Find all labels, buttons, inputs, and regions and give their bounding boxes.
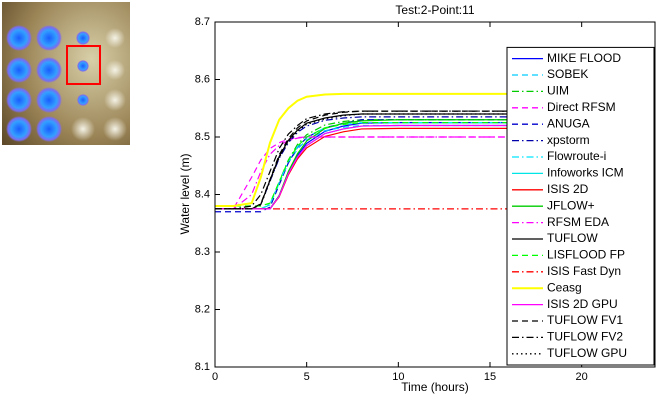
legend-label: JFLOW+ — [547, 198, 595, 212]
blob — [76, 31, 90, 45]
thumbnail-blobs — [6, 25, 127, 142]
legend-label: ISIS Fast Dyn — [547, 264, 621, 278]
series-line — [215, 124, 655, 210]
legend-label: SOBEK — [547, 67, 588, 81]
legend-label: TUFLOW — [547, 231, 598, 245]
chart-title: Test:2-Point:11 — [395, 3, 474, 17]
legend-label: UIM — [547, 84, 569, 98]
y-tick-label: 8.5 — [195, 131, 210, 143]
y-tick-label: 8.7 — [195, 16, 210, 28]
selected-point-marker — [66, 45, 101, 85]
series-line — [215, 92, 655, 207]
legend-label: TUFLOW FV1 — [547, 313, 623, 327]
legend-label: Infoworks ICM — [547, 166, 624, 180]
blob — [104, 89, 126, 111]
blob — [71, 117, 95, 141]
series-line — [215, 136, 655, 210]
y-tick-label: 8.6 — [195, 73, 210, 85]
blob — [6, 87, 32, 113]
location-thumbnail — [2, 2, 130, 145]
series-line — [215, 113, 655, 210]
legend-label: xpstorm — [547, 133, 590, 147]
blob — [36, 87, 62, 113]
legend-label: Flowroute-i — [547, 149, 606, 163]
legend-label: Direct RFSM — [547, 100, 616, 114]
x-tick-label: 0 — [212, 371, 218, 383]
x-tick-label: 20 — [576, 371, 588, 383]
y-tick-label: 8.2 — [195, 303, 210, 315]
blob — [6, 25, 32, 51]
legend-label: MIKE FLOOD — [547, 51, 621, 65]
blob — [36, 116, 62, 142]
axes-frame — [214, 21, 656, 368]
blob — [77, 94, 89, 106]
blob — [36, 57, 62, 83]
legend-label: ISIS 2D — [547, 182, 589, 196]
y-axis-label: Water level (m) — [178, 154, 192, 235]
legend: MIKE FLOOD SOBEK UIM Direct RFSM ANUGA xpstor… — [506, 46, 655, 366]
legend-label: LISFLOOD FP — [547, 248, 625, 262]
x-axis-label: Time (hours) — [401, 380, 469, 394]
blob — [77, 60, 89, 72]
blob — [103, 117, 127, 141]
legend-label: ANUGA — [547, 116, 590, 130]
y-tick-label: 8.3 — [195, 246, 210, 258]
legend-label: TUFLOW FV2 — [547, 330, 623, 344]
legend-label: ISIS 2D GPU — [547, 297, 618, 311]
blob — [6, 116, 32, 142]
legend-label: TUFLOW GPU — [547, 346, 627, 360]
y-tick-label: 8.4 — [195, 188, 210, 200]
y-tick-label: 8.1 — [195, 361, 210, 373]
series-line — [215, 119, 655, 213]
x-tick-label: 5 — [304, 371, 310, 383]
series-line — [215, 116, 655, 210]
x-tick-label: 10 — [392, 371, 404, 383]
series-lines — [215, 92, 655, 213]
series-line — [215, 110, 655, 210]
blob — [105, 28, 125, 48]
legend-label: RFSM EDA — [547, 215, 609, 229]
legend-label: Ceasg — [547, 280, 582, 294]
blob — [6, 57, 32, 83]
x-tick-label: 15 — [484, 371, 496, 383]
blob — [105, 60, 125, 80]
blob — [36, 25, 62, 51]
